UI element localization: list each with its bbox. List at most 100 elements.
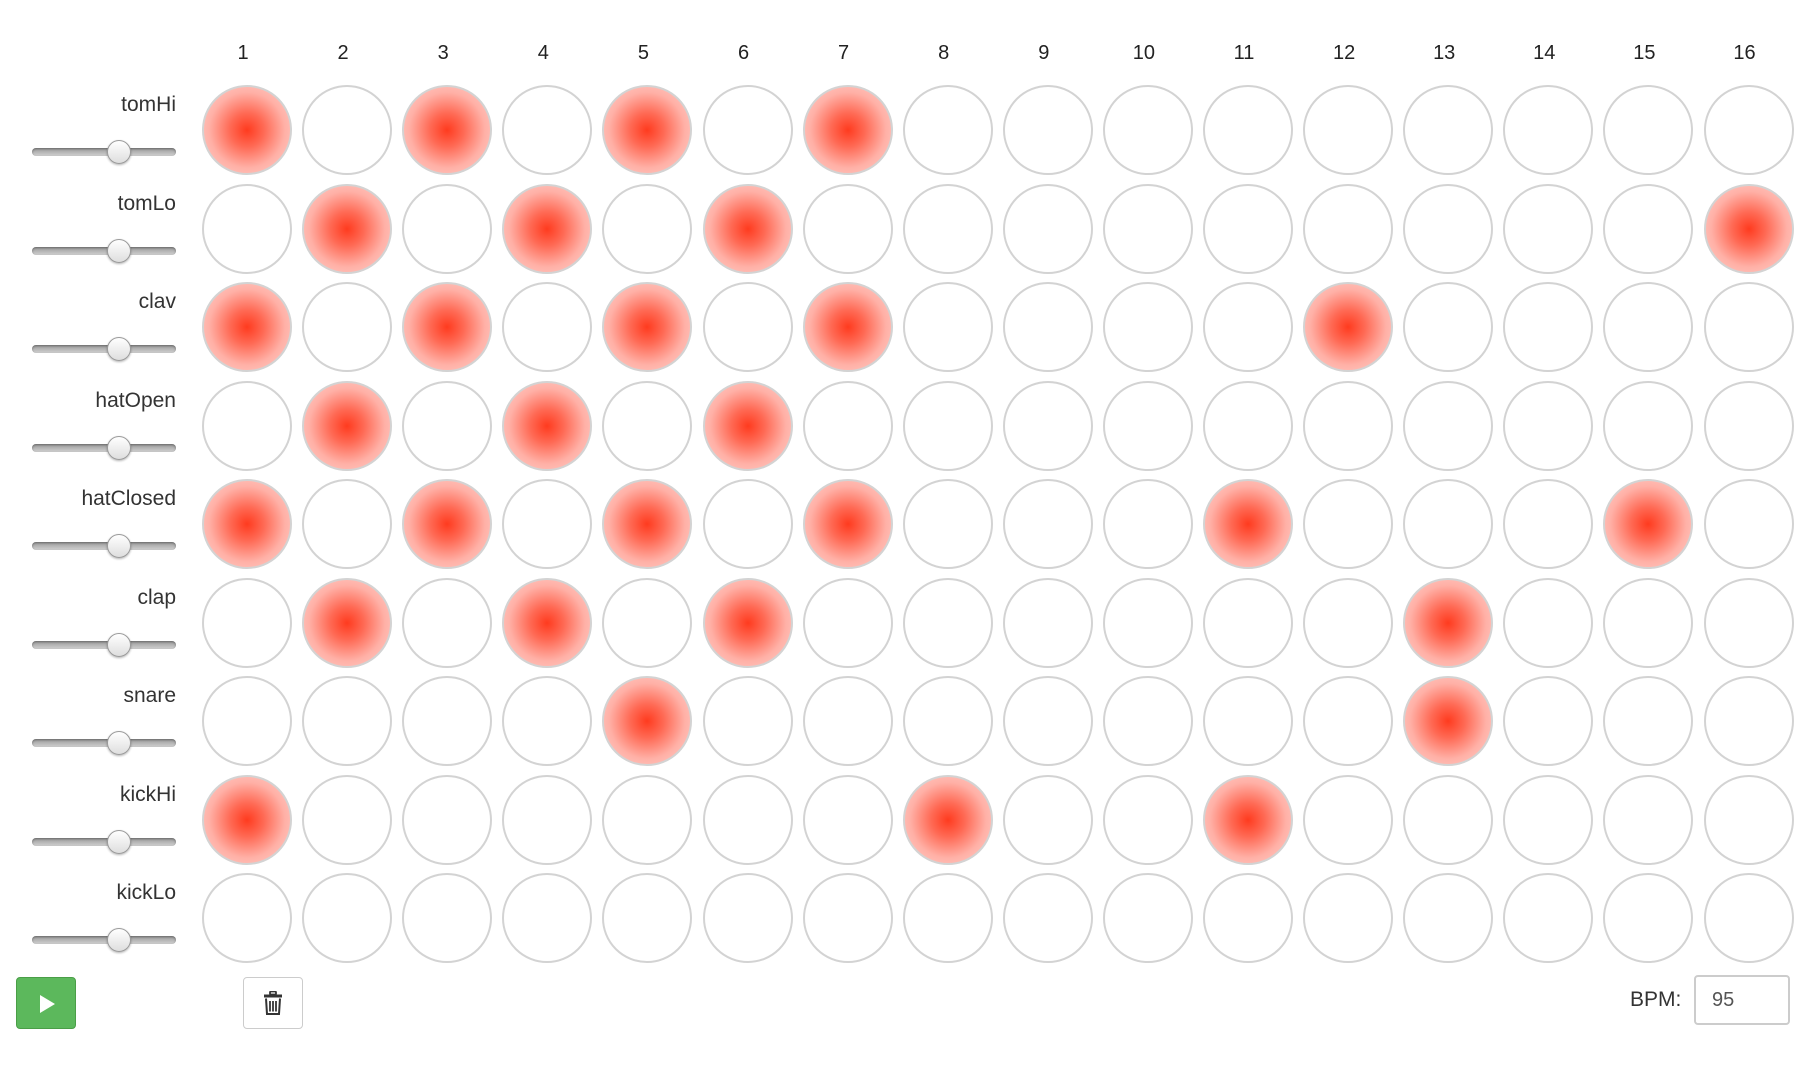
slider-thumb[interactable] xyxy=(107,435,132,460)
step-cell-snare-9[interactable] xyxy=(1002,676,1093,766)
step-cell-hatClosed-1[interactable] xyxy=(202,479,292,569)
slider-thumb[interactable] xyxy=(107,632,132,657)
step-cell-hatClosed-16[interactable] xyxy=(1703,479,1794,569)
step-cell-snare-10[interactable] xyxy=(1102,676,1193,766)
step-cell-tomHi-1[interactable] xyxy=(202,85,292,175)
step-cell-hatClosed-5[interactable] xyxy=(602,479,693,569)
slider-thumb[interactable] xyxy=(107,238,132,263)
step-cell-hatOpen-4[interactable] xyxy=(502,380,593,471)
step-cell-kickLo-8[interactable] xyxy=(902,873,993,963)
step-cell-clav-13[interactable] xyxy=(1403,282,1494,372)
step-cell-tomHi-8[interactable] xyxy=(902,85,993,175)
step-cell-kickHi-9[interactable] xyxy=(1002,774,1093,865)
slider-thumb[interactable] xyxy=(107,731,132,755)
step-cell-kickLo-15[interactable] xyxy=(1603,873,1694,963)
step-cell-tomLo-11[interactable] xyxy=(1203,183,1293,274)
step-cell-clap-6[interactable] xyxy=(702,577,793,668)
step-cell-clap-14[interactable] xyxy=(1503,577,1594,668)
step-cell-snare-16[interactable] xyxy=(1703,676,1794,766)
step-cell-kickLo-10[interactable] xyxy=(1102,873,1193,963)
step-cell-clav-14[interactable] xyxy=(1503,282,1594,372)
step-cell-hatClosed-8[interactable] xyxy=(902,479,993,569)
step-cell-snare-8[interactable] xyxy=(902,676,993,766)
step-cell-clav-10[interactable] xyxy=(1102,282,1193,372)
volume-slider-snare[interactable] xyxy=(32,731,176,755)
step-cell-kickLo-1[interactable] xyxy=(202,873,292,963)
step-cell-kickHi-15[interactable] xyxy=(1603,774,1694,865)
slider-thumb[interactable] xyxy=(107,534,132,558)
step-cell-kickLo-14[interactable] xyxy=(1503,873,1594,963)
volume-slider-kickHi[interactable] xyxy=(32,829,176,854)
step-cell-clav-2[interactable] xyxy=(302,282,393,372)
step-cell-kickHi-6[interactable] xyxy=(702,774,793,865)
step-cell-kickHi-1[interactable] xyxy=(202,774,292,865)
slider-thumb[interactable] xyxy=(107,140,132,164)
step-cell-hatOpen-8[interactable] xyxy=(902,380,993,471)
step-cell-clav-1[interactable] xyxy=(202,282,292,372)
step-cell-clap-13[interactable] xyxy=(1403,577,1494,668)
step-cell-tomLo-16[interactable] xyxy=(1703,183,1794,274)
step-cell-tomLo-8[interactable] xyxy=(902,183,993,274)
step-cell-kickHi-11[interactable] xyxy=(1203,774,1293,865)
step-cell-kickHi-4[interactable] xyxy=(502,774,593,865)
volume-slider-hatClosed[interactable] xyxy=(32,534,176,558)
step-cell-hatOpen-11[interactable] xyxy=(1203,380,1293,471)
step-cell-hatClosed-13[interactable] xyxy=(1403,479,1494,569)
step-cell-snare-11[interactable] xyxy=(1203,676,1293,766)
step-cell-kickHi-10[interactable] xyxy=(1102,774,1193,865)
step-cell-hatClosed-7[interactable] xyxy=(802,479,893,569)
step-cell-clav-15[interactable] xyxy=(1603,282,1694,372)
step-cell-kickLo-11[interactable] xyxy=(1203,873,1293,963)
step-cell-tomLo-9[interactable] xyxy=(1002,183,1093,274)
volume-slider-clav[interactable] xyxy=(32,337,176,361)
slider-thumb[interactable] xyxy=(107,928,132,952)
step-cell-tomLo-10[interactable] xyxy=(1102,183,1193,274)
step-cell-tomHi-5[interactable] xyxy=(602,85,693,175)
step-cell-kickHi-12[interactable] xyxy=(1303,774,1394,865)
step-cell-clav-9[interactable] xyxy=(1002,282,1093,372)
step-cell-clav-6[interactable] xyxy=(702,282,793,372)
step-cell-kickLo-4[interactable] xyxy=(502,873,593,963)
step-cell-hatClosed-6[interactable] xyxy=(702,479,793,569)
step-cell-hatOpen-16[interactable] xyxy=(1703,380,1794,471)
step-cell-tomLo-13[interactable] xyxy=(1403,183,1494,274)
step-cell-hatClosed-3[interactable] xyxy=(402,479,493,569)
step-cell-clap-4[interactable] xyxy=(502,577,593,668)
step-cell-hatOpen-14[interactable] xyxy=(1503,380,1594,471)
step-cell-hatClosed-15[interactable] xyxy=(1603,479,1694,569)
step-cell-clav-16[interactable] xyxy=(1703,282,1794,372)
step-cell-kickHi-2[interactable] xyxy=(302,774,393,865)
step-cell-kickHi-3[interactable] xyxy=(402,774,493,865)
step-cell-clap-7[interactable] xyxy=(802,577,893,668)
step-cell-clap-3[interactable] xyxy=(402,577,493,668)
step-cell-snare-13[interactable] xyxy=(1403,676,1494,766)
step-cell-hatOpen-6[interactable] xyxy=(702,380,793,471)
step-cell-clap-5[interactable] xyxy=(602,577,693,668)
step-cell-tomHi-7[interactable] xyxy=(802,85,893,175)
step-cell-kickLo-16[interactable] xyxy=(1703,873,1794,963)
step-cell-hatOpen-12[interactable] xyxy=(1303,380,1394,471)
step-cell-kickLo-6[interactable] xyxy=(702,873,793,963)
step-cell-tomLo-12[interactable] xyxy=(1303,183,1394,274)
step-cell-kickLo-13[interactable] xyxy=(1403,873,1494,963)
step-cell-tomHi-16[interactable] xyxy=(1703,85,1794,175)
volume-slider-hatOpen[interactable] xyxy=(32,435,176,460)
clear-pattern-button[interactable] xyxy=(243,977,303,1029)
step-cell-hatOpen-7[interactable] xyxy=(802,380,893,471)
step-cell-hatOpen-15[interactable] xyxy=(1603,380,1694,471)
step-cell-snare-4[interactable] xyxy=(502,676,593,766)
volume-slider-tomLo[interactable] xyxy=(32,238,176,263)
step-cell-clap-16[interactable] xyxy=(1703,577,1794,668)
volume-slider-kickLo[interactable] xyxy=(32,928,176,952)
slider-thumb[interactable] xyxy=(107,337,132,361)
step-cell-clav-11[interactable] xyxy=(1203,282,1293,372)
step-cell-tomLo-6[interactable] xyxy=(702,183,793,274)
step-cell-clap-2[interactable] xyxy=(302,577,393,668)
step-cell-clap-12[interactable] xyxy=(1303,577,1394,668)
step-cell-hatOpen-9[interactable] xyxy=(1002,380,1093,471)
step-cell-tomHi-4[interactable] xyxy=(502,85,593,175)
step-cell-snare-12[interactable] xyxy=(1303,676,1394,766)
step-cell-tomHi-3[interactable] xyxy=(402,85,493,175)
step-cell-tomHi-14[interactable] xyxy=(1503,85,1594,175)
step-cell-tomLo-2[interactable] xyxy=(302,183,393,274)
